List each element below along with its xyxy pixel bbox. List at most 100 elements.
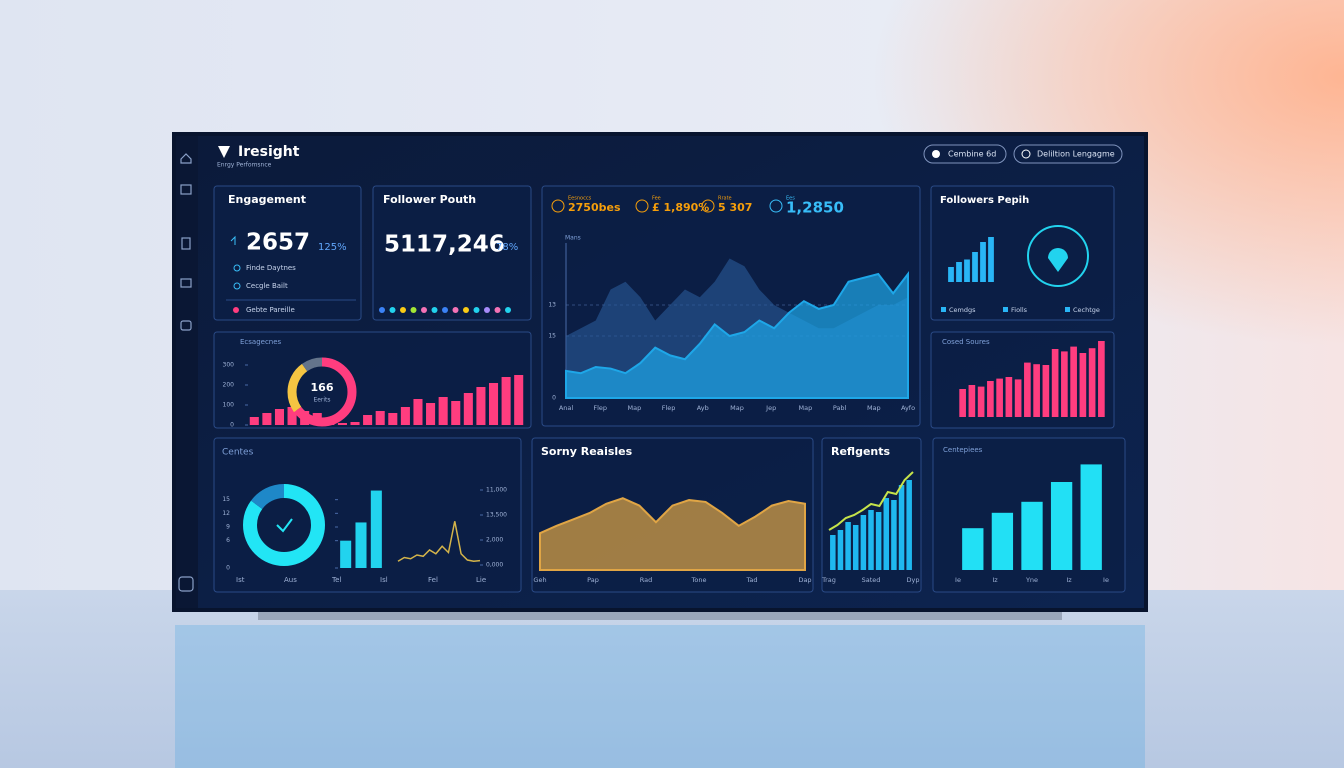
bar xyxy=(868,510,874,570)
panel xyxy=(213,185,362,321)
chart-icon[interactable] xyxy=(180,278,192,288)
color-dot xyxy=(442,307,448,313)
legend-label: Cechtge xyxy=(1073,306,1100,314)
bar xyxy=(370,490,382,568)
pin-icon xyxy=(1048,248,1068,272)
label: 125% xyxy=(318,242,347,253)
button[interactable] xyxy=(1013,144,1123,164)
x-tick-label: Pap xyxy=(587,576,599,584)
bar xyxy=(1005,377,1013,417)
bar xyxy=(262,413,272,425)
label: Fee xyxy=(652,196,661,202)
stat-icon xyxy=(551,199,565,213)
color-dot xyxy=(400,307,406,313)
y-tick-label: 13 xyxy=(548,302,556,309)
bar xyxy=(340,540,352,568)
x-tick-label: Pabl xyxy=(833,404,847,412)
x-tick-label: Tel xyxy=(331,576,341,584)
bar xyxy=(956,262,962,282)
color-dot xyxy=(389,307,396,313)
bar xyxy=(1021,501,1043,570)
bar xyxy=(968,385,976,417)
color-dot xyxy=(421,307,427,313)
sidebar xyxy=(176,136,198,608)
bar xyxy=(1014,379,1022,417)
stat-icon xyxy=(701,199,715,213)
color-dot xyxy=(494,307,501,313)
button-label[interactable]: Deliltion Lengagme xyxy=(1037,150,1115,159)
x-tick-label: Ie xyxy=(1103,576,1109,584)
file-icon[interactable] xyxy=(181,237,191,250)
x-tick-label: Dap xyxy=(798,576,811,584)
x-tick-label: Flep xyxy=(593,404,607,412)
panel-title: Ecsagecnes xyxy=(240,338,282,346)
x-tick-label: Tad xyxy=(745,576,757,584)
stat-icon xyxy=(769,199,783,213)
y-tick-label: 12 xyxy=(222,510,230,517)
x-tick-label: Map xyxy=(799,404,813,412)
label: 5117,246 xyxy=(384,232,505,258)
x-tick-label: Dyp xyxy=(907,576,920,584)
bar xyxy=(363,415,373,425)
bar xyxy=(463,393,473,425)
sidebar-icons xyxy=(178,153,194,592)
home-icon[interactable] xyxy=(180,153,192,164)
panel-title: Centepiees xyxy=(943,446,983,454)
y-tick-label: 0,000 xyxy=(486,562,503,569)
color-dot xyxy=(431,307,438,313)
bar xyxy=(988,237,994,282)
bar xyxy=(987,381,994,417)
area xyxy=(565,271,909,399)
x-tick-label: Fel xyxy=(428,576,438,584)
color-dot xyxy=(484,307,490,313)
x-tick-label: Isl xyxy=(380,576,388,584)
bar xyxy=(514,375,524,425)
bar xyxy=(891,500,897,570)
y-tick-label: 9 xyxy=(226,524,230,531)
x-tick-label: Lie xyxy=(476,576,486,584)
label: 1,2850 xyxy=(786,199,844,217)
legend-swatch xyxy=(1003,307,1008,312)
check-icon xyxy=(276,518,293,533)
label: 2750bes xyxy=(568,201,621,214)
panel-title: Mans xyxy=(565,235,581,242)
bar xyxy=(413,399,423,425)
label: Cecgle Bailt xyxy=(246,282,288,290)
button-label[interactable]: Cembine 6d xyxy=(948,150,996,159)
trend-line xyxy=(828,471,914,531)
menu-icon[interactable] xyxy=(180,184,192,195)
button-icon xyxy=(932,150,940,158)
x-tick-label: Sated xyxy=(862,576,881,584)
brand: Iresight xyxy=(238,144,300,160)
y-tick-label: 2,000 xyxy=(486,537,503,544)
bar xyxy=(1098,341,1105,417)
donut-sublabel: Eerits xyxy=(313,397,330,404)
bar xyxy=(451,401,461,425)
bar xyxy=(426,403,436,425)
panel xyxy=(930,185,1115,321)
folder-icon[interactable] xyxy=(180,320,192,331)
x-tick-label: Ist xyxy=(236,576,245,584)
panel-title: Centes xyxy=(222,448,254,458)
bar xyxy=(400,407,410,425)
bar xyxy=(959,389,966,417)
donut-label: 166 xyxy=(311,381,334,394)
logo xyxy=(218,146,230,158)
button[interactable] xyxy=(923,144,1007,164)
legend-label: Cemdgs xyxy=(949,306,976,314)
bar xyxy=(977,386,985,417)
x-tick-label: Ayfo xyxy=(901,404,915,412)
x-tick-label: Rad xyxy=(640,576,652,584)
bar xyxy=(845,522,851,570)
panel-title: Followers Pepih xyxy=(940,195,1029,206)
settings-icon[interactable] xyxy=(178,576,194,592)
y-tick-label: 13,500 xyxy=(486,512,507,519)
x-tick-label: Flep xyxy=(662,404,676,412)
bar xyxy=(883,498,890,570)
color-dot xyxy=(463,307,469,313)
bar xyxy=(996,378,1003,417)
bar xyxy=(1079,353,1087,417)
bar xyxy=(991,512,1014,570)
label: 2657 xyxy=(246,230,310,256)
bar xyxy=(1088,348,1096,417)
